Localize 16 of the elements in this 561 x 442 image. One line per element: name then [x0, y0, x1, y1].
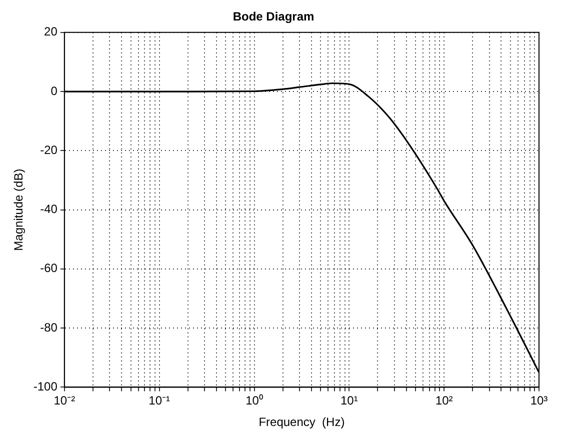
y-tick-label: 20	[44, 24, 58, 39]
chart-title: Bode Diagram	[232, 10, 314, 24]
x-tick-label: 10²	[435, 394, 453, 408]
y-tick-label: -60	[40, 261, 58, 276]
y-tick-label: -40	[40, 202, 58, 216]
x-tick-label: 10⁻¹	[148, 394, 170, 408]
y-tick-label: -100	[33, 380, 58, 394]
x-axis-title: Frequency (Hz)	[258, 415, 345, 430]
y-tick-label: 0	[50, 84, 58, 98]
x-tick-label: 10³	[530, 394, 548, 408]
x-tick-label: 10⁻²	[54, 394, 76, 408]
y-tick-label: -80	[40, 320, 58, 334]
y-tick-label: -20	[40, 142, 58, 157]
x-tick-label: 10¹	[340, 394, 358, 408]
y-axis-title: Magnitude (dB)	[12, 168, 26, 251]
x-tick-label: 10⁰	[246, 394, 263, 408]
